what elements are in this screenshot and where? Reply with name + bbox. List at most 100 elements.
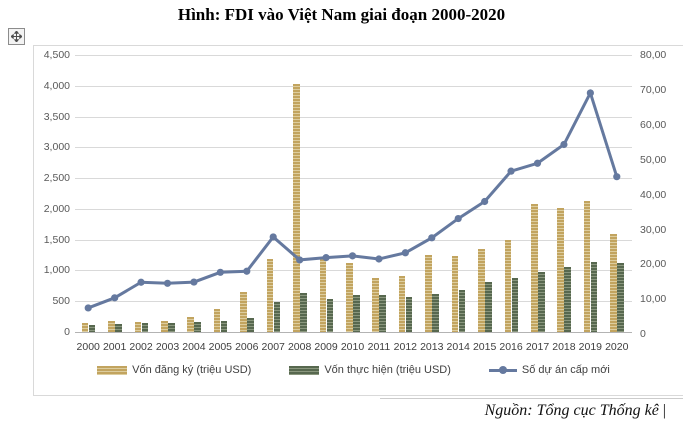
bar-registered-2005 bbox=[213, 309, 221, 332]
bar-implemented-2016 bbox=[511, 278, 519, 332]
bar-registered-2010 bbox=[346, 263, 353, 332]
chart-legend: Vốn đăng ký (triệu USD) Vốn thực hiện (t… bbox=[75, 364, 632, 376]
bar-implemented-2020 bbox=[617, 263, 624, 332]
x-axis-label-2000: 2000 bbox=[76, 341, 100, 353]
right-axis-label: 20,00 bbox=[640, 258, 667, 271]
right-axis-label: 80,00 bbox=[640, 49, 667, 61]
bar-implemented-2002 bbox=[141, 322, 149, 332]
x-axis-label-2018: 2018 bbox=[552, 341, 576, 353]
bar-implemented-2014 bbox=[458, 290, 466, 332]
text-cursor: | bbox=[662, 402, 666, 419]
legend-label: Vốn đăng ký (triệu USD) bbox=[132, 364, 252, 376]
bar-implemented-2015 bbox=[485, 282, 492, 332]
right-axis-label: 50,00 bbox=[640, 153, 667, 166]
x-axis-label-2015: 2015 bbox=[472, 341, 497, 353]
gridline-1,500 bbox=[75, 239, 632, 241]
bar-implemented-2000 bbox=[88, 324, 96, 332]
bar-registered-2004 bbox=[187, 316, 194, 332]
bar-implemented-2008 bbox=[300, 292, 307, 332]
gridline-2,000 bbox=[75, 208, 632, 210]
right-axis-label: 70,00 bbox=[640, 83, 667, 96]
bar-registered-2016 bbox=[504, 240, 512, 332]
bar-registered-2014 bbox=[451, 256, 459, 332]
legend-label: Số dự án cấp mới bbox=[521, 364, 610, 376]
x-axis-label-2011: 2011 bbox=[367, 341, 391, 353]
bar-implemented-2004 bbox=[194, 322, 201, 332]
move-icon bbox=[11, 31, 22, 42]
right-axis-label: 40,00 bbox=[640, 188, 667, 201]
left-axis-label: 0 bbox=[64, 326, 70, 338]
legend-label: Vốn thực hiện (triệu USD) bbox=[324, 364, 451, 376]
x-axis-label-2004: 2004 bbox=[182, 341, 206, 353]
x-axis-label-2013: 2013 bbox=[420, 341, 444, 353]
bar-registered-2017 bbox=[531, 203, 538, 332]
x-axis-label-2005: 2005 bbox=[208, 341, 233, 353]
legend-item-new-projects: Số dự án cấp mới bbox=[488, 364, 610, 376]
bar-implemented-2018 bbox=[564, 266, 571, 332]
bar-implemented-2019 bbox=[590, 261, 598, 332]
bar-implemented-2017 bbox=[538, 272, 545, 332]
line-marker-swatch-icon bbox=[488, 365, 517, 375]
left-axis-label: 3,500 bbox=[43, 110, 70, 123]
bar-registered-2007 bbox=[266, 259, 274, 332]
x-axis-label-2007: 2007 bbox=[261, 341, 285, 353]
left-axis-label: 4,000 bbox=[43, 79, 70, 92]
x-axis-label-2002: 2002 bbox=[129, 341, 153, 353]
legend-item-implemented: Vốn thực hiện (triệu USD) bbox=[289, 364, 451, 376]
right-axis-label: 10,00 bbox=[640, 293, 667, 306]
left-axis-label: 1,500 bbox=[43, 233, 70, 246]
bar-registered-2001 bbox=[108, 321, 115, 332]
x-axis-label-2020: 2020 bbox=[605, 341, 629, 353]
gridline-3,000 bbox=[75, 147, 632, 149]
x-axis-label-2001: 2001 bbox=[102, 341, 127, 353]
gridline-3,500 bbox=[75, 116, 632, 118]
bar-implemented-2011 bbox=[379, 295, 386, 332]
bar-implemented-2010 bbox=[353, 295, 360, 332]
bar-registered-2012 bbox=[398, 275, 406, 332]
bar-registered-2013 bbox=[425, 255, 432, 332]
bar-registered-2011 bbox=[372, 278, 379, 332]
x-axis-label-2012: 2012 bbox=[393, 341, 418, 353]
bar-implemented-2007 bbox=[273, 301, 281, 332]
bar-registered-2018 bbox=[557, 207, 564, 332]
right-axis-label: 30,00 bbox=[640, 223, 667, 236]
bar-registered-2015 bbox=[478, 248, 485, 332]
x-axis-label-2014: 2014 bbox=[446, 341, 470, 353]
x-axis-label-2017: 2017 bbox=[525, 341, 550, 353]
left-axis-label: 3,000 bbox=[43, 141, 70, 154]
bar-implemented-2005 bbox=[220, 320, 228, 332]
bar-registered-2003 bbox=[161, 321, 168, 332]
x-axis-label-2009: 2009 bbox=[314, 341, 338, 353]
move-handle-button[interactable] bbox=[8, 28, 25, 45]
gridline-1,000 bbox=[75, 270, 632, 272]
bar-registered-2006 bbox=[240, 292, 247, 332]
x-axis-label-2008: 2008 bbox=[287, 341, 312, 353]
bar-registered-2020 bbox=[610, 233, 617, 332]
x-axis-label-2003: 2003 bbox=[155, 341, 180, 353]
left-axis-label: 4,500 bbox=[43, 49, 70, 61]
bar-implemented-2013 bbox=[432, 293, 439, 332]
x-axis-label-2019: 2019 bbox=[578, 341, 603, 353]
bar-implemented-2009 bbox=[326, 299, 334, 332]
x-axis-label-2006: 2006 bbox=[235, 341, 259, 353]
registered-capital-swatch-icon bbox=[97, 365, 128, 375]
bar-registered-2019 bbox=[583, 200, 591, 332]
left-axis-label: 2,500 bbox=[43, 172, 70, 185]
left-axis-label: 1,000 bbox=[43, 264, 70, 277]
bar-registered-2009 bbox=[319, 259, 327, 332]
bar-registered-2008 bbox=[293, 83, 300, 332]
right-axis-label: 0 bbox=[640, 328, 646, 341]
gridline-4,500 bbox=[75, 55, 632, 56]
bar-implemented-2012 bbox=[405, 297, 413, 332]
x-axis-label-2016: 2016 bbox=[499, 341, 523, 353]
bar-registered-2000 bbox=[81, 323, 89, 332]
right-axis-label: 60,00 bbox=[640, 118, 667, 131]
bar-implemented-2006 bbox=[247, 317, 254, 332]
gridline-4,000 bbox=[75, 85, 632, 87]
left-axis-label: 500 bbox=[52, 295, 70, 308]
gridline-2,500 bbox=[75, 178, 632, 180]
source-divider bbox=[380, 398, 683, 399]
left-axis-label: 2,000 bbox=[43, 202, 70, 215]
bar-implemented-2003 bbox=[168, 323, 175, 332]
